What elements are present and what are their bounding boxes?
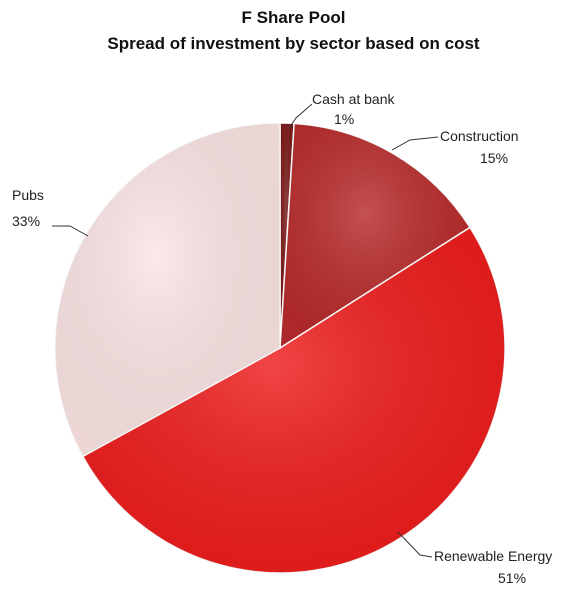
- leader-line: [288, 103, 313, 129]
- slice-value-label: 15%: [480, 150, 508, 166]
- chart-title: F Share Pool: [241, 8, 346, 27]
- slice-value-label: 51%: [498, 570, 526, 586]
- chart-subtitle: Spread of investment by sector based on …: [107, 34, 480, 53]
- leader-line: [397, 531, 433, 558]
- slice-label: Construction: [440, 128, 519, 144]
- leader-line: [52, 225, 89, 237]
- pie-slice-shading: [280, 123, 470, 348]
- slice-label: Cash at bank: [312, 91, 395, 107]
- slice-label: Renewable Energy: [434, 548, 552, 564]
- leader-line: [391, 136, 439, 151]
- slice-label: Pubs: [12, 187, 44, 203]
- slice-value-label: 1%: [334, 111, 354, 127]
- pie-slice-shading: [82, 227, 505, 573]
- pie-slice-shading: [55, 123, 281, 457]
- slice-value-label: 33%: [12, 213, 40, 229]
